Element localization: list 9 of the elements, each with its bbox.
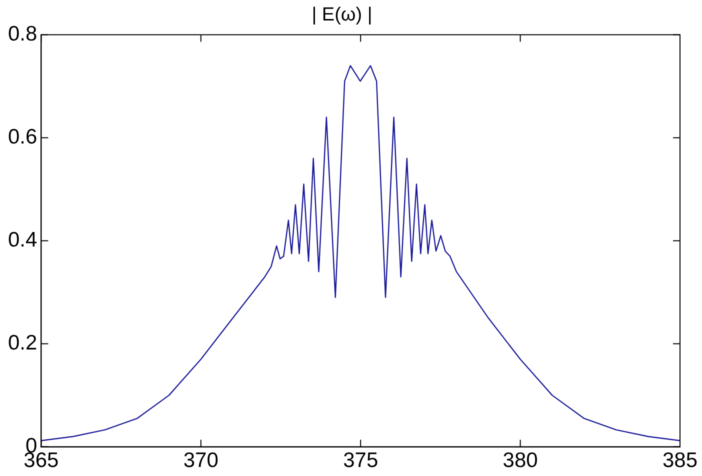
y-tick-label: 0.6 <box>8 126 38 149</box>
y-tick-label: 0.2 <box>8 332 38 355</box>
chart-title: | E(ω) | <box>312 4 372 26</box>
x-tick-label: 375 <box>343 449 378 472</box>
x-tick-label: 385 <box>662 449 698 472</box>
x-tick-label: 380 <box>502 449 538 472</box>
x-tick-label: 370 <box>183 449 218 472</box>
y-tick-label: 0.8 <box>8 22 38 46</box>
y-tick-label: 0.4 <box>8 228 38 252</box>
